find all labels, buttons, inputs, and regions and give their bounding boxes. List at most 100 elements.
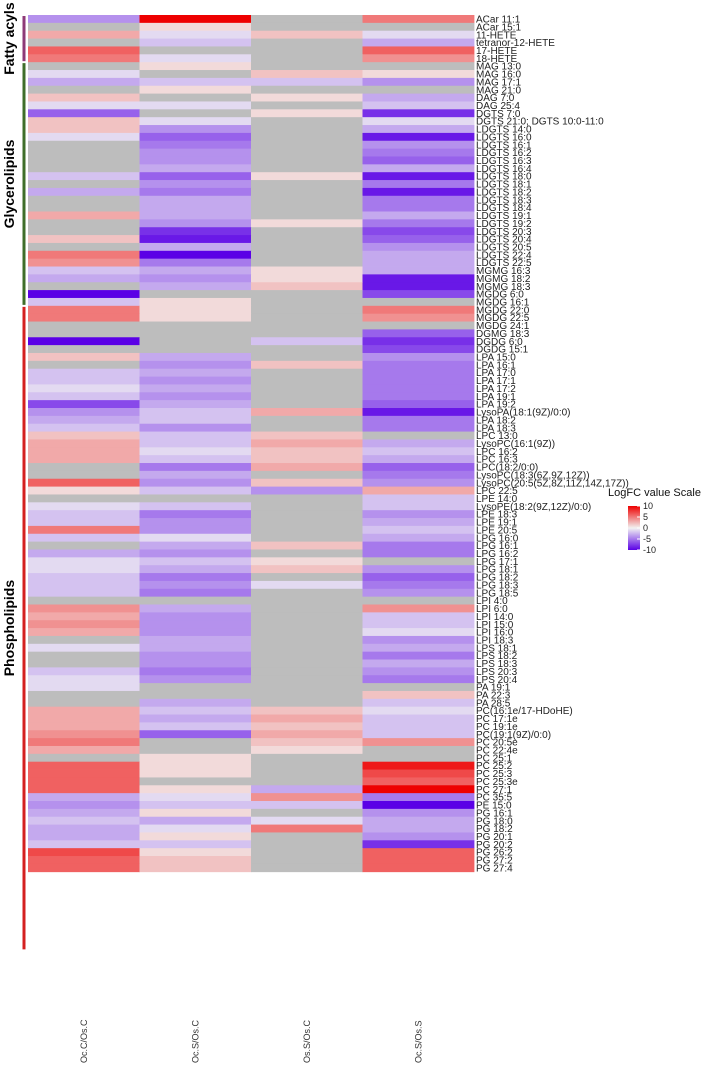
heatmap-cell [251,297,363,307]
heatmap-cell [251,667,363,676]
heatmap-cell [139,470,252,480]
heatmap-cell [362,70,475,79]
heatmap-cell [28,478,140,487]
heatmap-cell [362,30,475,39]
row-label: LysoPC(20:5(5Z,8Z,11Z,14Z,17Z)) [476,478,629,489]
heatmap-cell [362,565,475,574]
row-label: DAG 7:0 [476,93,515,104]
heatmap-cell [362,793,475,802]
row-label: LPC 16:2 [476,447,518,458]
heatmap-cell [362,93,475,102]
heatmap-cell [362,557,475,566]
heatmap-cell [251,525,363,535]
heatmap-cell [28,510,140,519]
heatmap-cell [28,557,140,566]
row-label: PC 25:1 [476,753,513,764]
heatmap-cell [362,635,475,645]
heatmap-cell [28,612,140,621]
row-label: LPC 22:5 [476,486,518,497]
heatmap-cell [139,195,252,205]
row-label: LDGTS 16:3 [476,156,532,167]
heatmap-cell [28,596,140,605]
heatmap-cell [251,203,363,212]
heatmap-cell [28,125,140,134]
heatmap-cell [362,305,475,315]
heatmap-cell [362,675,475,684]
heatmap-cell [251,242,363,252]
heatmap-cell [362,195,475,205]
heatmap-cell [251,549,363,558]
row-label: 18-HETE [476,54,517,65]
row-label: LPA 15:0 [476,353,516,364]
column-label: Os.S/Os.C [302,1019,312,1063]
heatmap-cell [139,15,252,24]
heatmap-cell [28,777,140,786]
row-label: PG 27:2 [476,856,513,867]
heatmap-cell [251,455,363,464]
heatmap-cell [251,447,363,456]
heatmap-cell [362,274,475,283]
heatmap-cell [139,329,252,338]
heatmap-cell [362,117,475,126]
heatmap-cell [28,345,140,354]
heatmap-cell [362,227,475,236]
row-label: LDGTS 18:3 [476,195,532,206]
heatmap-cell [251,54,363,63]
heatmap-cell [362,250,475,260]
heatmap-cell [251,180,363,189]
heatmap-cell [251,816,363,825]
row-label: PC(19:1(9Z)/0:0) [476,730,551,741]
heatmap-cell [362,368,475,377]
heatmap-cell [28,769,140,778]
heatmap-cell [251,659,363,668]
heatmap-cell [362,360,475,370]
heatmap-cell [251,219,363,228]
row-label: LPS 20:3 [476,667,518,678]
heatmap-cell [139,628,252,637]
heatmap-cell [362,706,475,715]
heatmap-cell [139,730,252,739]
heatmap-cell [28,187,140,197]
heatmap-cell [362,400,475,409]
heatmap-cell [28,793,140,802]
heatmap-cell [28,400,140,409]
row-label: PC 17:1e [476,714,518,725]
heatmap-cell [139,502,252,511]
heatmap-cell [362,525,475,535]
heatmap-cell [139,675,252,684]
heatmap-cell [28,667,140,676]
row-label: DGTS 7:0 [476,109,521,120]
heatmap-cell [139,863,252,873]
heatmap-cell [251,518,363,527]
heatmap-cell [251,101,363,110]
heatmap-cell [139,211,252,220]
row-label: LPG 18:1 [476,565,519,576]
heatmap-cell [251,46,363,55]
heatmap-cell [28,423,140,432]
heatmap-cell [139,777,252,786]
heatmap-cell [251,93,363,102]
heatmap-cell [362,62,475,71]
heatmap-cell [139,345,252,354]
heatmap-cell [362,235,475,244]
heatmap-cell [251,109,363,118]
heatmap-cell [362,132,475,142]
row-label: PE 15:0 [476,801,512,812]
heatmap-cell [139,30,252,39]
row-label: PG 20:1 [476,832,513,843]
heatmap-cell [28,321,140,330]
heatmap-cell [139,62,252,71]
row-label: PG 27:4 [476,863,513,874]
row-label: DGMG 18:3 [476,329,530,340]
heatmap-cell [28,38,140,47]
heatmap-cell [28,195,140,205]
heatmap-cell [139,172,252,181]
row-label: PA 28:5 [476,698,511,709]
row-label: MAG 21:0 [476,85,521,96]
group-brackets: Fatty acyls Glycerolipids Phospholipids [1,2,26,950]
heatmap-cell [28,745,140,755]
group-label: Fatty acyls [1,2,17,75]
heatmap-cell [251,533,363,543]
heatmap-cell [251,620,363,629]
heatmap-cell [362,785,475,794]
